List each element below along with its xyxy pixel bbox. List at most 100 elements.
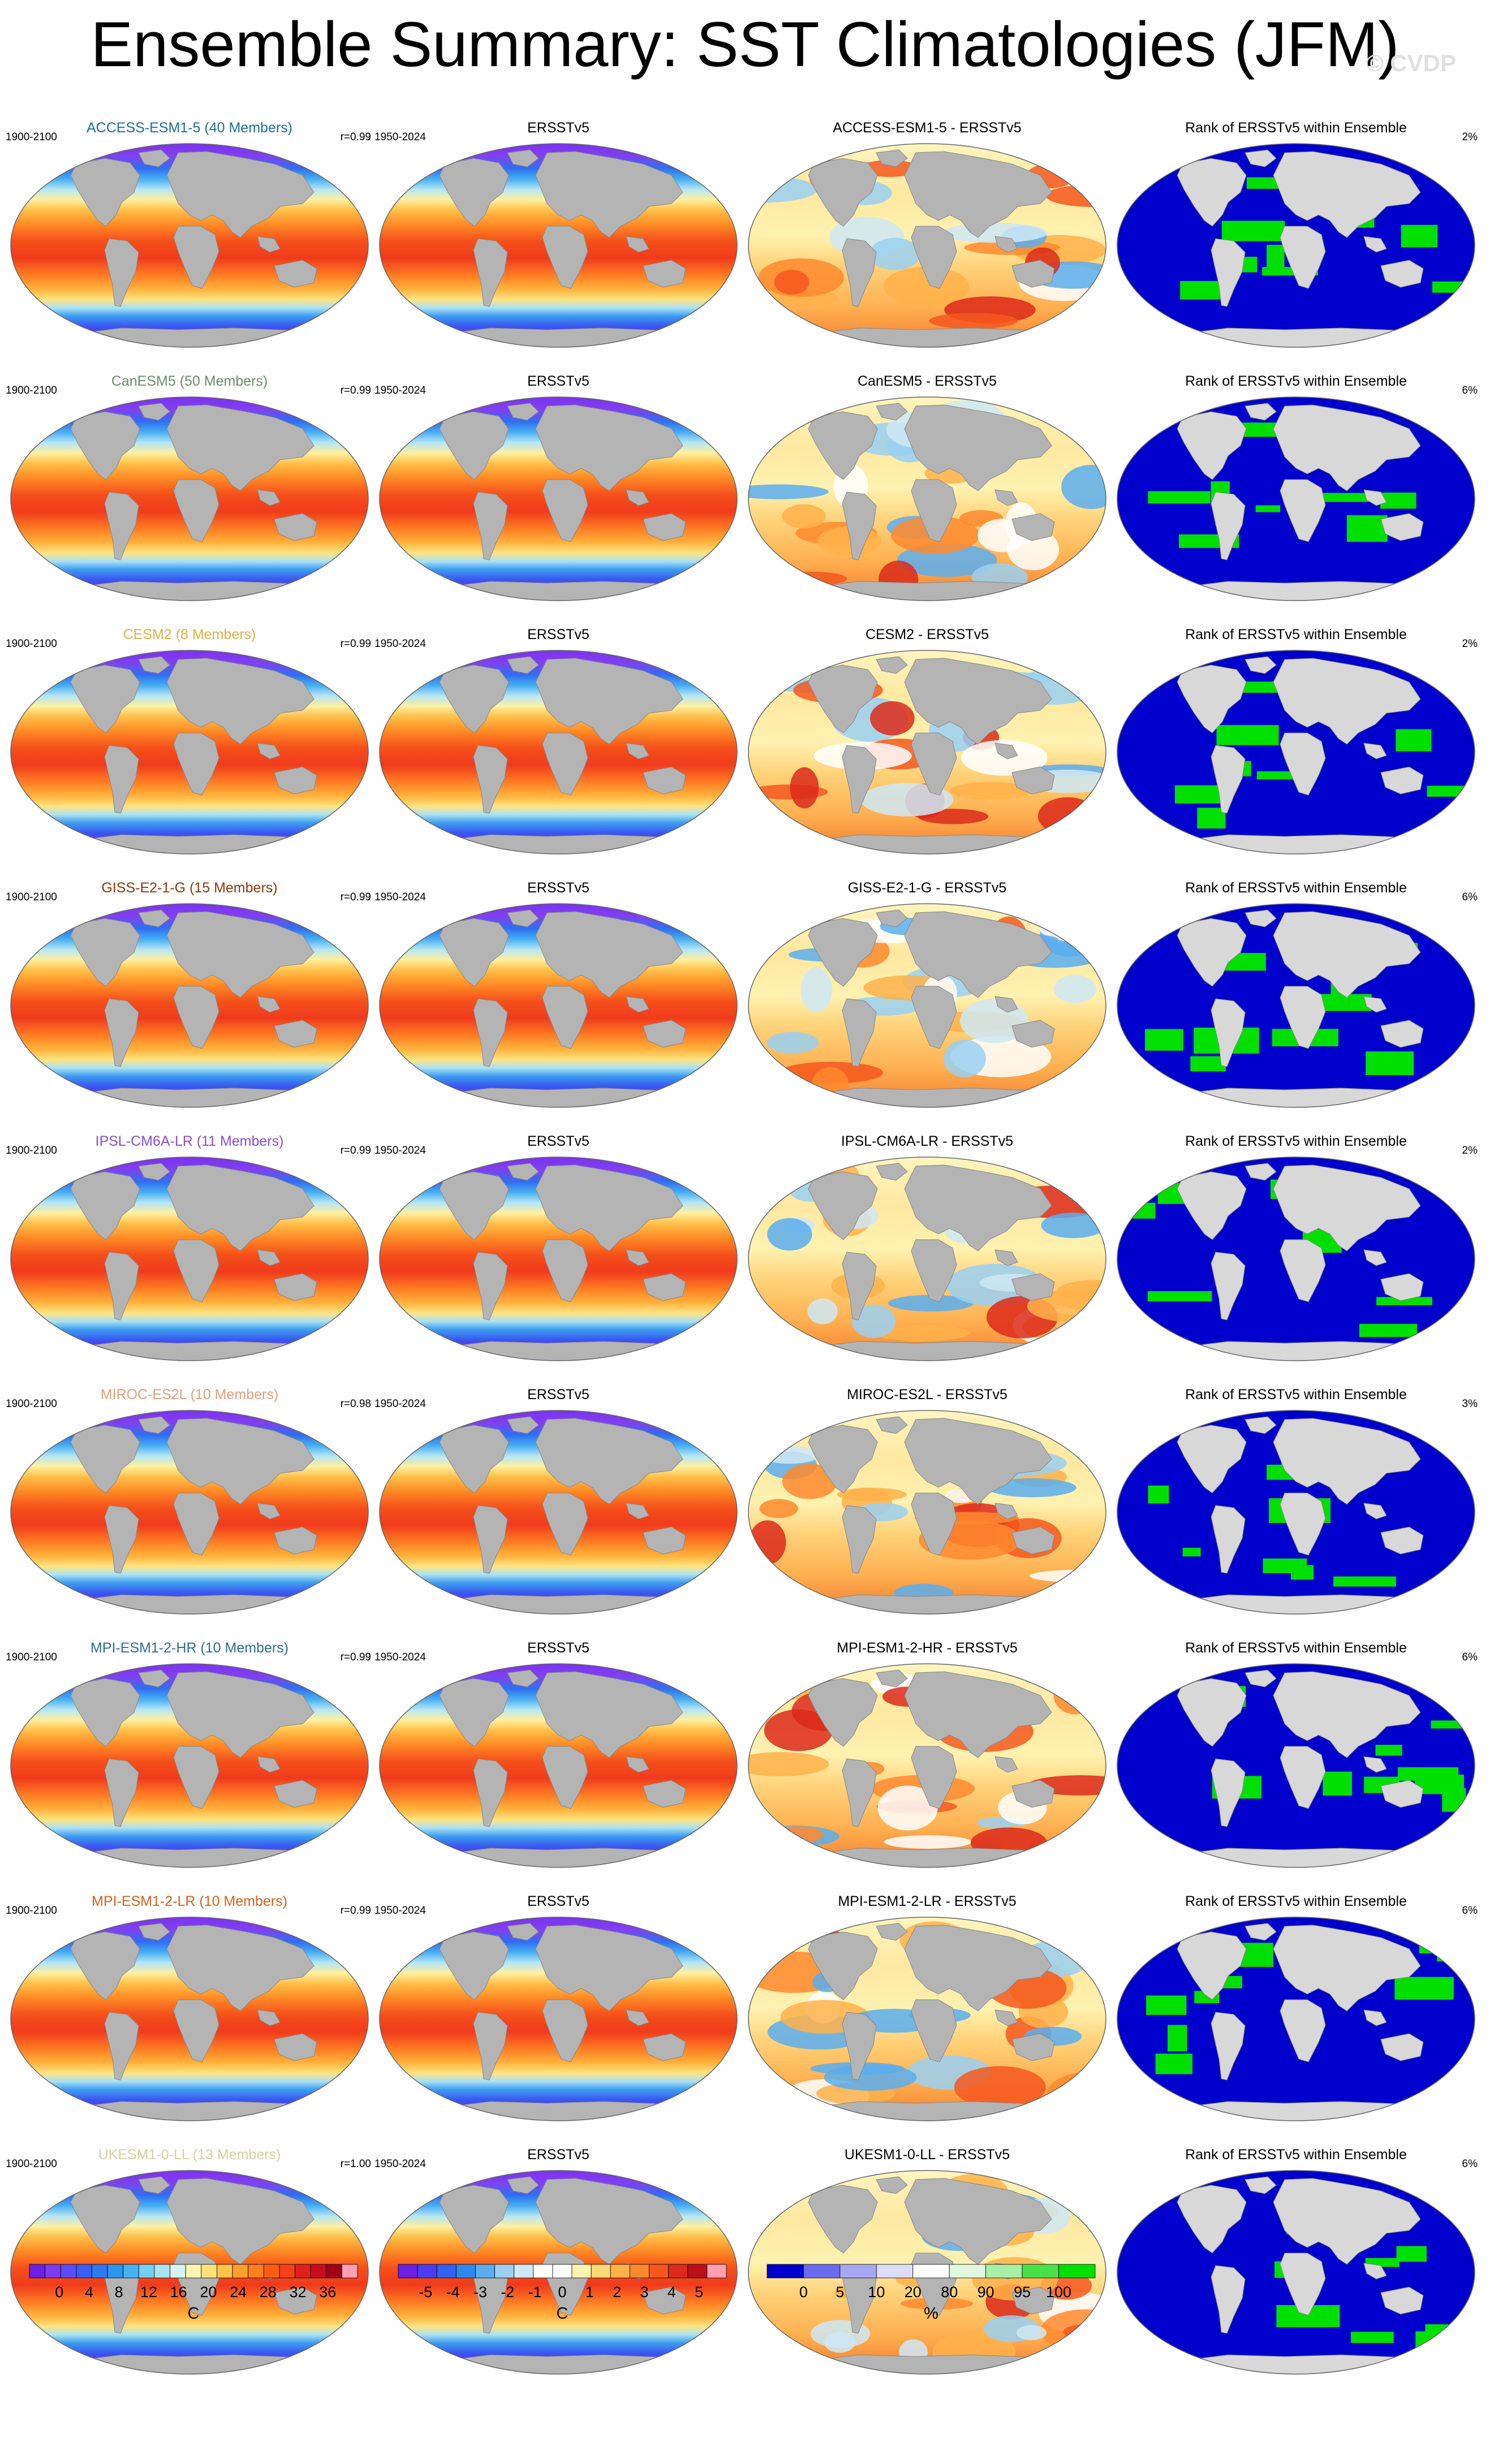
- land-mask: [1363, 2263, 1387, 2280]
- sst-colorbar: 0 4 8 12 16 20 24 28 32 36 C: [27, 2262, 395, 2324]
- panel-title: Rank of ERSSTv5 within Ensemble: [1185, 120, 1407, 136]
- panel-title: Rank of ERSSTv5 within Ensemble: [1185, 1387, 1407, 1403]
- period-label: 1900-2100: [6, 1651, 57, 1663]
- land-mask: [1182, 834, 1433, 854]
- model-climatology-panel: MPI-ESM1-2-LR (10 Members) 1900-2100 r=0.9…: [6, 1887, 373, 2139]
- land-mask: [626, 2009, 649, 2026]
- globe-outline: [1117, 1663, 1475, 1868]
- land-mask: [75, 2354, 326, 2374]
- colorbar-tick-label: -4: [446, 2284, 460, 2301]
- land-mask: [439, 1678, 509, 1747]
- globe-map: [748, 1663, 1106, 1868]
- land-mask: [173, 986, 219, 1049]
- land-mask: [173, 1492, 219, 1556]
- colorbar-unit-label: %: [924, 2305, 938, 2323]
- land-mask: [1177, 158, 1247, 227]
- land-mask: [1280, 1492, 1326, 1556]
- colorbar-swatch: [279, 2264, 295, 2279]
- period-label: 1900-2100: [6, 2158, 57, 2170]
- rank-panel: Rank of ERSSTv5 within Ensemble 3%: [1112, 1380, 1480, 1633]
- land-mask: [70, 1171, 140, 1240]
- colorbar-swatch: [475, 2264, 495, 2279]
- colorbar-swatch: [876, 2264, 914, 2279]
- model-row: MPI-ESM1-2-LR (10 Members) 1900-2100 r=0.9…: [0, 1887, 1490, 2139]
- anomaly-patch: [774, 270, 809, 295]
- land-mask: [842, 491, 877, 560]
- globe-outline: [1117, 396, 1475, 601]
- panel-title: IPSL-CM6A-LR - ERSSTv5: [841, 1133, 1014, 1149]
- land-mask: [876, 1163, 908, 1181]
- panel-title: MPI-ESM1-2-LR - ERSSTv5: [838, 1893, 1017, 1909]
- globe-map: [1117, 396, 1475, 601]
- land-mask: [439, 1931, 509, 2000]
- land-mask: [473, 1252, 508, 1321]
- rank-patch: [1255, 505, 1281, 512]
- land-mask: [138, 656, 170, 674]
- land-mask: [626, 1756, 649, 1773]
- land-mask: [542, 986, 588, 1049]
- anomaly-patch: [758, 1445, 820, 1464]
- globe-map: [1117, 143, 1475, 348]
- land-mask: [1280, 1746, 1326, 1809]
- globe-map: [1117, 2170, 1475, 2375]
- colorbar-tick-label: 2: [613, 2284, 621, 2301]
- land-mask: [1011, 1780, 1055, 1808]
- land-mask: [257, 996, 281, 1013]
- rank-patch: [1380, 492, 1416, 509]
- land-mask: [473, 491, 508, 560]
- land-mask: [911, 1492, 957, 1556]
- land-mask: [643, 1020, 686, 1048]
- land-mask: [1380, 1780, 1424, 1808]
- land-mask: [173, 732, 219, 796]
- globe-outline: [748, 903, 1106, 1108]
- period-label: 1950-2024: [374, 1145, 426, 1157]
- panel-title: ACCESS-ESM1-5 (40 Members): [87, 120, 292, 136]
- land-mask: [1244, 656, 1277, 674]
- colorbar-tick-label: -5: [419, 2284, 432, 2301]
- land-mask: [1011, 1273, 1055, 1301]
- land-mask: [507, 403, 539, 421]
- land-mask: [173, 1239, 219, 1302]
- land-mask: [1380, 2033, 1424, 2061]
- period-label: 1950-2024: [374, 1398, 426, 1410]
- colorbar-swatch: [949, 2264, 987, 2279]
- land-mask: [1211, 491, 1246, 560]
- land-mask: [842, 998, 877, 1067]
- panel-title: UKESM1-0-LL - ERSSTv5: [844, 2147, 1010, 2163]
- rank-percent-label: 3%: [1462, 1398, 1478, 1410]
- colorbar-unit-label: C: [188, 2305, 200, 2323]
- observed-climatology-panel: ERSSTv5 1950-2024: [374, 1380, 742, 1633]
- globe-map: [748, 650, 1106, 855]
- colorbar-swatch: [803, 2264, 841, 2279]
- land-mask: [813, 2101, 1064, 2121]
- land-mask: [994, 489, 1018, 506]
- difference-panel: GISS-E2-1-G - ERSSTv5: [743, 873, 1111, 1126]
- colorbar-swatch: [170, 2264, 186, 2279]
- land-mask: [444, 834, 695, 854]
- rank-patch: [1394, 1977, 1454, 2000]
- colorbar-swatch: [29, 2264, 46, 2279]
- anomaly-patch: [1061, 464, 1106, 510]
- land-mask: [439, 158, 509, 227]
- globe-map: [1117, 1157, 1475, 1361]
- land-mask: [1280, 986, 1326, 1049]
- anomaly-patch: [759, 1499, 798, 1518]
- colorbar-swatch: [185, 2264, 202, 2279]
- land-mask: [439, 918, 509, 987]
- rank-patch: [1351, 2332, 1394, 2343]
- anomaly-patch: [748, 1752, 829, 1776]
- period-label: 1900-2100: [6, 638, 57, 650]
- land-mask: [1363, 743, 1387, 760]
- land-mask: [994, 1503, 1018, 1520]
- anomaly-patch: [779, 572, 847, 586]
- globe-map: [1117, 1917, 1475, 2121]
- colorbar-swatch: [630, 2264, 649, 2279]
- diff-colorbar: -5 -4 -3 -2 -1 0 1 2 3 4 5 C: [396, 2262, 764, 2324]
- pattern-correlation-label: r=0.99: [340, 891, 371, 903]
- panel-title: ERSSTv5: [527, 1387, 589, 1403]
- land-mask: [994, 1756, 1018, 1773]
- land-mask: [1011, 260, 1055, 288]
- rank-patch: [1419, 1943, 1446, 1954]
- rank-colorbar: 0 5 10 20 80 90 95 100%: [765, 2262, 1132, 2324]
- land-mask: [808, 1678, 878, 1747]
